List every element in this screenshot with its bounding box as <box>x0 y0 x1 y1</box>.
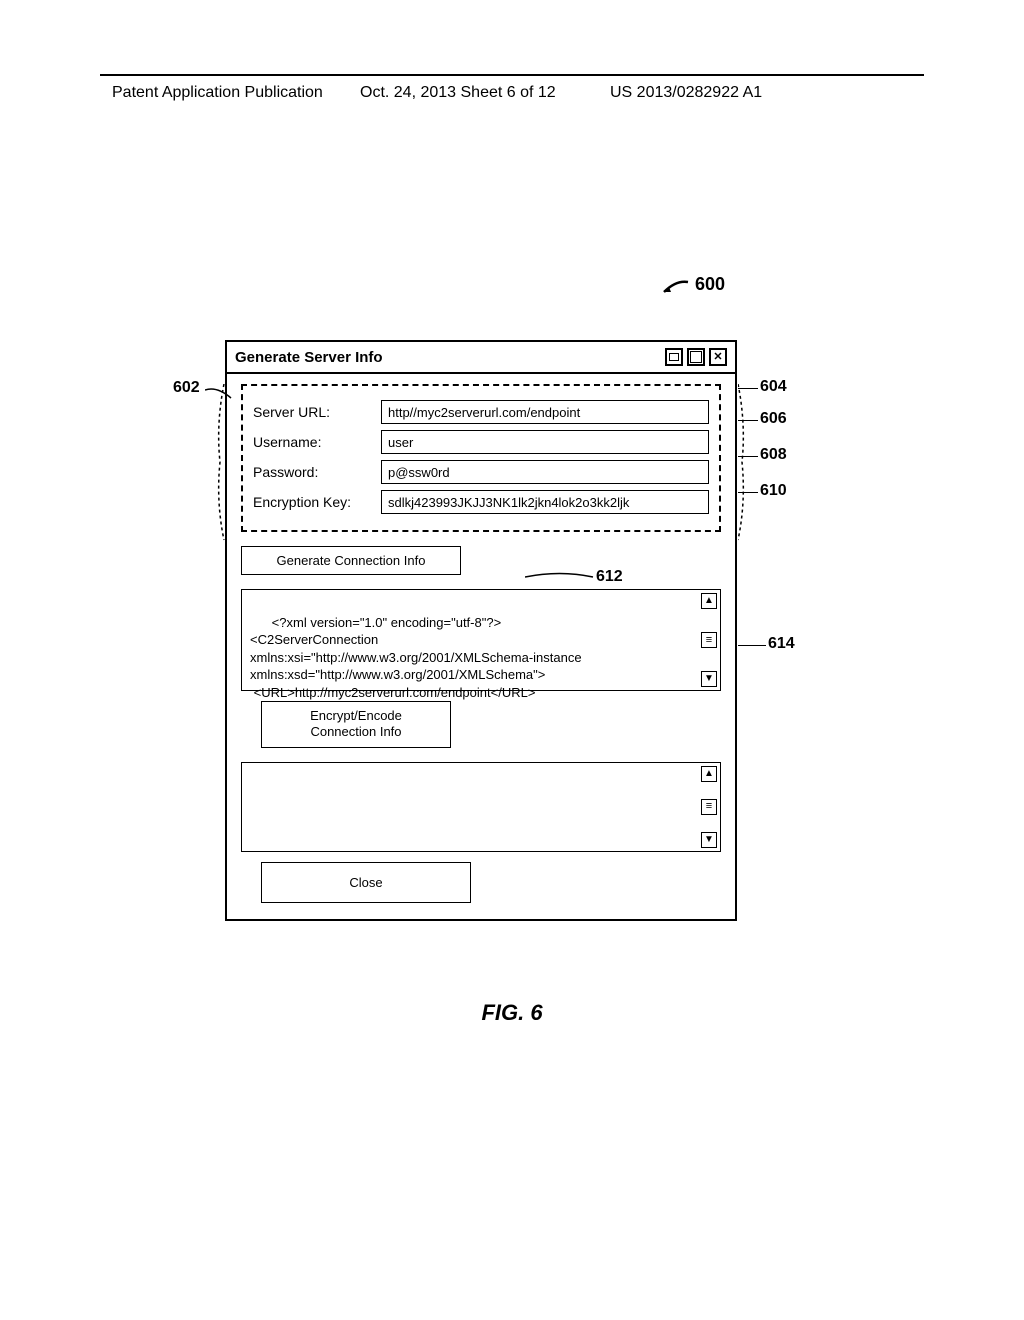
header-left: Patent Application Publication <box>112 84 323 102</box>
encrypt-encode-button[interactable]: Encrypt/Encode Connection Info <box>261 701 451 748</box>
ref-614: 614 <box>768 635 795 653</box>
scroll-down-icon[interactable]: ▼ <box>701 832 717 848</box>
ref-612: 612 <box>596 568 623 586</box>
scroll-down-icon[interactable]: ▼ <box>701 671 717 687</box>
label-password: Password: <box>253 464 381 480</box>
row-username: Username: <box>253 430 709 454</box>
dialog-body: Server URL: Username: Password: Encrypti… <box>227 374 735 919</box>
scrollbar-2[interactable]: ▲ ▼ <box>701 766 717 848</box>
label-username: Username: <box>253 434 381 450</box>
label-encryption-key: Encryption Key: <box>253 494 381 510</box>
lead-614 <box>738 645 766 646</box>
scroll-thumb-icon[interactable] <box>701 632 717 648</box>
brace-right <box>738 384 748 542</box>
header-rule <box>100 74 924 76</box>
input-username[interactable] <box>381 430 709 454</box>
ref-602: 602 <box>173 379 200 397</box>
scrollbar-1[interactable]: ▲ ▼ <box>701 593 717 687</box>
ref-600: 600 <box>695 274 725 295</box>
header-center: Oct. 24, 2013 Sheet 6 of 12 <box>360 84 556 102</box>
window-controls <box>665 348 727 366</box>
header-right: US 2013/0282922 A1 <box>610 84 762 102</box>
figure-caption: FIG. 6 <box>0 1000 1024 1026</box>
ref-608: 608 <box>760 446 787 464</box>
minimize-icon[interactable] <box>665 348 683 366</box>
ref-606: 606 <box>760 410 787 428</box>
row-server-url: Server URL: <box>253 400 709 424</box>
form-region: Server URL: Username: Password: Encrypti… <box>241 384 721 532</box>
xml-output-text: <?xml version="1.0" encoding="utf-8"?> <… <box>250 615 582 700</box>
xml-output-area[interactable]: <?xml version="1.0" encoding="utf-8"?> <… <box>241 589 721 691</box>
row-encryption-key: Encryption Key: <box>253 490 709 514</box>
ref-600-arrow <box>660 278 690 298</box>
label-server-url: Server URL: <box>253 404 381 420</box>
dialog-title: Generate Server Info <box>235 349 383 366</box>
scroll-up-icon[interactable]: ▲ <box>701 593 717 609</box>
encrypt-encode-label: Encrypt/Encode Connection Info <box>310 708 402 739</box>
titlebar: Generate Server Info <box>227 342 735 374</box>
brace-602 <box>216 384 226 542</box>
lead-612 <box>525 570 595 584</box>
row-password: Password: <box>253 460 709 484</box>
ref-610: 610 <box>760 482 787 500</box>
ref-604: 604 <box>760 378 787 396</box>
input-server-url[interactable] <box>381 400 709 424</box>
scroll-up-icon[interactable]: ▲ <box>701 766 717 782</box>
encrypted-output-area[interactable]: ▲ ▼ <box>241 762 721 852</box>
dialog-generate-server-info: Generate Server Info Server URL: Usernam… <box>225 340 737 921</box>
maximize-icon[interactable] <box>687 348 705 366</box>
close-button[interactable]: Close <box>261 862 471 903</box>
input-password[interactable] <box>381 460 709 484</box>
input-encryption-key[interactable] <box>381 490 709 514</box>
generate-connection-button[interactable]: Generate Connection Info <box>241 546 461 575</box>
scroll-thumb-icon[interactable] <box>701 799 717 815</box>
close-icon[interactable] <box>709 348 727 366</box>
